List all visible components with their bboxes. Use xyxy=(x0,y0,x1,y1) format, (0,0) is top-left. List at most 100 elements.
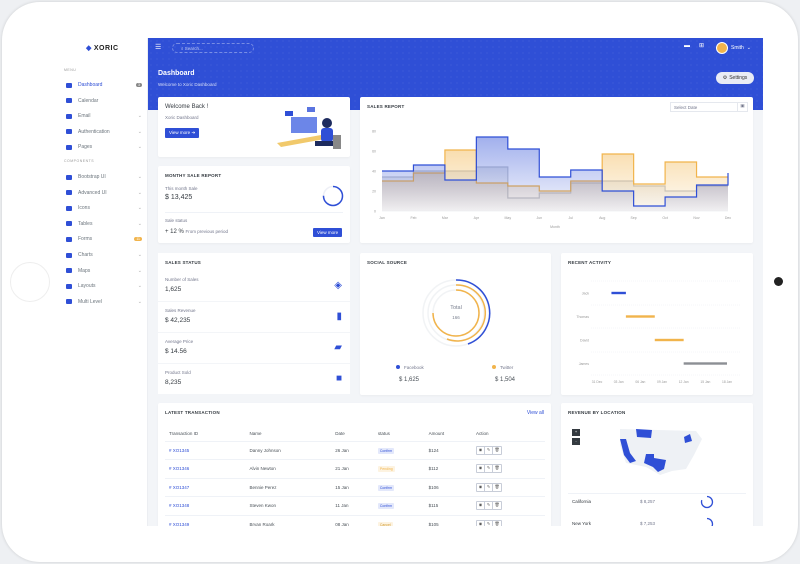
map-zoom-in-button[interactable]: + xyxy=(572,429,580,436)
search-input[interactable]: ⌕ Search... xyxy=(172,43,254,53)
sidebar-item-advanced-ui[interactable]: Advanced UI ⌄ xyxy=(66,188,142,198)
chevron-down-icon: ⌄ xyxy=(137,298,142,305)
date: 08 Jan xyxy=(331,515,374,526)
status-cell: Pending xyxy=(373,459,425,479)
sidebar-item-forms[interactable]: Forms 11 xyxy=(66,234,142,244)
menu-icon xyxy=(66,268,72,274)
apps-icon[interactable]: ⊞ xyxy=(699,43,705,49)
welcome-view-more-button[interactable]: View more ➔ xyxy=(165,128,200,138)
delete-icon[interactable]: 🗑 xyxy=(494,483,500,489)
activity-bar xyxy=(654,338,684,342)
sidebar-item-bootstrap-ui[interactable]: Bootstrap UI ⌄ xyxy=(66,172,142,182)
stat-label: Average Price xyxy=(165,339,194,344)
sidebar-item-tables[interactable]: Tables ⌄ xyxy=(66,219,142,229)
menu-icon xyxy=(66,113,72,119)
sidebar-item-email[interactable]: Email ⌄ xyxy=(66,111,142,121)
view-icon[interactable]: ◉ xyxy=(477,520,486,526)
chevron-down-icon: ⌄ xyxy=(746,45,751,51)
x-tick-label: Oct xyxy=(662,216,667,220)
x-tick-label: 03 Jan xyxy=(614,380,624,384)
delete-icon[interactable]: 🗑 xyxy=(494,502,500,508)
map-region-new-york xyxy=(684,434,692,443)
chevron-down-icon: ⌄ xyxy=(137,189,142,196)
delete-icon[interactable]: 🗑 xyxy=(494,446,500,452)
settings-button[interactable]: ⚙ Settings xyxy=(716,72,754,84)
edit-icon[interactable]: ✎ xyxy=(485,465,494,473)
customer-name: Bennie Perez xyxy=(245,478,332,497)
logo[interactable]: ◆ XORIC xyxy=(86,44,119,52)
map-zoom-out-button[interactable]: - xyxy=(572,438,580,445)
sidebar-item-label: Icons xyxy=(78,205,90,212)
view-icon[interactable]: ◉ xyxy=(477,465,486,473)
y-tick-label: 0 xyxy=(374,210,376,214)
sidebar-item-pages[interactable]: Pages ⌄ xyxy=(66,142,142,152)
camera xyxy=(774,277,783,286)
sidebar-item-label: Authentication xyxy=(78,128,110,135)
menu-icon xyxy=(66,190,72,196)
y-tick-label: 40 xyxy=(372,170,376,174)
location-name: New York xyxy=(572,521,592,526)
sidebar-item-label: Pages xyxy=(78,144,93,151)
sidebar-item-maps[interactable]: Maps ⌄ xyxy=(66,266,142,276)
status-badge: Confirm xyxy=(377,503,395,510)
map-region-montana xyxy=(636,429,652,438)
sidebar-item-dashboard[interactable]: Dashboard 3 xyxy=(66,80,142,90)
transaction-id-link[interactable]: # XO1345 xyxy=(165,441,246,460)
transaction-id-link[interactable]: # XO1349 xyxy=(165,515,246,526)
user-dropdown[interactable]: Smith ⌄ xyxy=(716,42,751,54)
sidebar-item-icons[interactable]: Icons ⌄ xyxy=(66,203,142,213)
menu-toggle-icon[interactable]: ☰ xyxy=(155,44,162,51)
view-icon[interactable]: ◉ xyxy=(477,502,486,510)
sidebar-item-authentication[interactable]: Authentication ⌄ xyxy=(66,127,142,137)
sales-status-item: Average Price $ 14.56 ▰ xyxy=(158,333,350,363)
menu-icon xyxy=(66,236,72,242)
x-tick-label: Sep xyxy=(631,216,637,220)
monthly-view-more-button[interactable]: View more xyxy=(313,228,343,237)
transaction-id-link[interactable]: # XO1346 xyxy=(165,459,246,479)
table-row: # XO1346 Alvin Newton 21 Jan Pending $112 ◉ ✎ 🗑 xyxy=(165,459,545,479)
transaction-id-link[interactable]: # XO1347 xyxy=(165,478,246,497)
flag-icon[interactable]: ▬ xyxy=(684,43,690,49)
activity-bar xyxy=(625,315,655,318)
sidebar-item-calendar[interactable]: Calendar xyxy=(66,96,142,106)
chevron-down-icon: ⌄ xyxy=(137,113,142,120)
view-all-link[interactable]: View all xyxy=(526,410,544,416)
table-row: # XO1345 Danny Johnson 26 Jan Confirm $124 ◉ ✎… xyxy=(165,441,545,460)
view-icon[interactable]: ◉ xyxy=(477,483,486,491)
delete-icon[interactable]: 🗑 xyxy=(494,520,500,526)
chevron-down-icon: ⌄ xyxy=(137,252,142,258)
status-cell: Confirm xyxy=(373,478,425,497)
edit-icon[interactable]: ✎ xyxy=(485,446,494,454)
date-picker[interactable]: Select Date ▣ xyxy=(670,102,748,112)
status-cell: Cancel xyxy=(373,515,425,526)
sidebar-item-label: Advanced UI xyxy=(78,189,107,196)
x-tick-label: Aug xyxy=(599,216,605,220)
transactions-table: Transaction ID Name Date status Amount Action… xyxy=(165,427,545,526)
edit-icon[interactable]: ✎ xyxy=(485,520,494,526)
sidebar-item-multi-level[interactable]: Multi Level ⌄ xyxy=(66,297,142,307)
month-sale-value: $ 13,425 xyxy=(165,194,193,201)
source-value: $ 1,504 xyxy=(495,377,516,383)
sidebar: ◆ XORIC MENU Dashboard 3 Calendar Email ⌄ Auth… xyxy=(58,38,148,526)
sales-status-item: Sales Revenue $ 42,235 ▮ xyxy=(158,302,350,332)
delete-icon[interactable]: 🗑 xyxy=(494,465,500,471)
calendar-icon[interactable]: ▣ xyxy=(737,103,747,111)
column-header: Name xyxy=(245,427,332,442)
card-title: SOCIAL SOURCE xyxy=(367,260,408,265)
row-label: David xyxy=(580,339,589,343)
stat-value: 8,235 xyxy=(165,379,182,386)
sidebar-item-layouts[interactable]: Layouts ⌄ xyxy=(66,281,142,291)
card-title: MONTHY SALE REPORT xyxy=(165,173,222,178)
welcome-illustration xyxy=(277,107,341,149)
sidebar-item-charts[interactable]: Charts ⌄ xyxy=(66,250,142,260)
edit-icon[interactable]: ✎ xyxy=(485,483,494,491)
transaction-id-link[interactable]: # XO1348 xyxy=(165,496,246,516)
edit-icon[interactable]: ✎ xyxy=(485,502,494,510)
x-tick-label: Feb xyxy=(410,216,416,220)
social-radial-chart xyxy=(422,279,491,347)
sidebar-item-label: Tables xyxy=(78,220,93,227)
table-row: # XO1348 Steven Kwon 11 Jan Confirm $115 ◉ ✎ 🗑 xyxy=(165,496,545,516)
menu-icon xyxy=(66,283,72,289)
stat-label: Product Sold xyxy=(165,370,191,375)
view-icon[interactable]: ◉ xyxy=(477,446,486,454)
